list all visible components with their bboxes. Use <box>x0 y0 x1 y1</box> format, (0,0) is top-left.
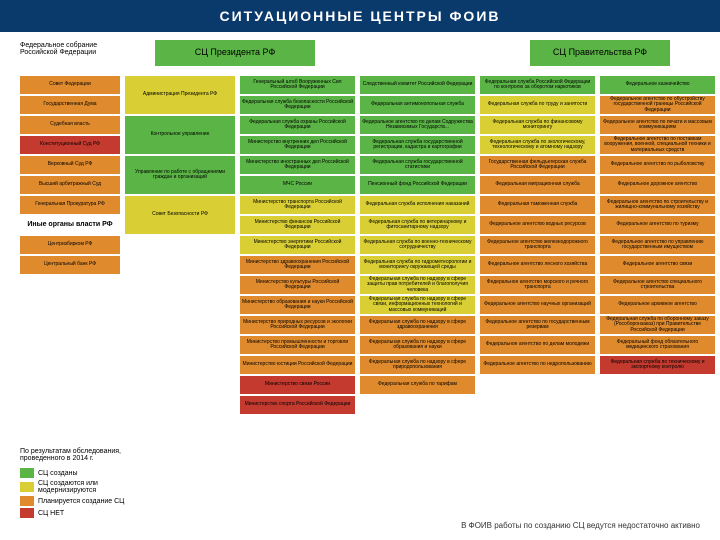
org-cell-col2: Министерство спорта Российской Федерации <box>240 396 355 414</box>
footnote: В ФОИВ работы по созданию СЦ ведутся нед… <box>461 521 700 530</box>
org-cell-col2: Министерство природных ресурсов и эколог… <box>240 316 355 334</box>
org-cell-col1: Управление по работе с обращениями гражд… <box>125 156 235 194</box>
org-cell-col5: Федеральное агентство по поставкам воору… <box>600 136 715 154</box>
org-cell-col2: Министерство здравоохранения Российской … <box>240 256 355 274</box>
legend-row: СЦ создаются или модернизируются <box>20 480 124 494</box>
legend-label: СЦ НЕТ <box>38 510 64 517</box>
org-cell-col3: Федеральная служба по надзору в сфере зд… <box>360 316 475 334</box>
org-cell-col0: Иные органы власти РФ <box>20 216 120 234</box>
org-cell-col3: Федеральная служба по военно-техническом… <box>360 236 475 254</box>
org-cell-col4: Федеральная служба по экологическому, те… <box>480 136 595 154</box>
org-cell-col3: Федеральная антимонопольная служба <box>360 96 475 114</box>
org-cell-col4: Федеральная миграционная служба <box>480 176 595 194</box>
org-cell-col2: Министерство культуры Российской Федерац… <box>240 276 355 294</box>
legend: По результатам обследования, проведенног… <box>20 448 124 520</box>
org-cell-col0: Совет Федерации <box>20 76 120 94</box>
legend-row: Планируется создание СЦ <box>20 496 124 506</box>
legend-row: СЦ созданы <box>20 468 124 478</box>
org-cell-col2: Министерство промышленности и торговли Р… <box>240 336 355 354</box>
org-cell-col2: Министерство финансов Российской Федерац… <box>240 216 355 234</box>
fed-collection-label: Федеральное собрание Российской Федераци… <box>20 42 130 56</box>
org-cell-col0: Центризбирком РФ <box>20 236 120 254</box>
org-cell-col3: Следственный комитет Российской Федераци… <box>360 76 475 94</box>
org-cell-col0: Центральный банк РФ <box>20 256 120 274</box>
org-cell-col5: Федеральное казначейство <box>600 76 715 94</box>
org-cell-col3: Федеральная служба по ветеринарному и фи… <box>360 216 475 234</box>
org-cell-col5: Федеральное агентство по обустройству го… <box>600 96 715 114</box>
org-cell-col5: Федеральное агентство по рыболовству <box>600 156 715 174</box>
org-cell-col4: Государственная фельдъегерская служба Ро… <box>480 156 595 174</box>
legend-swatch <box>20 496 34 506</box>
org-cell-col2: Министерство иностранных дел Российской … <box>240 156 355 174</box>
org-cell-col5: Федеральное дорожное агентство <box>600 176 715 194</box>
org-cell-col2: Генеральный штаб Вооруженных Сил Российс… <box>240 76 355 94</box>
org-cell-col2: Министерство связи России <box>240 376 355 394</box>
legend-label: СЦ создаются или модернизируются <box>38 480 98 494</box>
org-cell-col4: Федеральное агентство железнодорожного т… <box>480 236 595 254</box>
org-cell-col3: Федеральная служба по надзору в сфере св… <box>360 296 475 314</box>
legend-title: По результатам обследования, проведенног… <box>20 448 124 462</box>
org-cell-col3: Федеральная служба по тарифам <box>360 376 475 394</box>
org-cell-col1: Контрольное управление <box>125 116 235 154</box>
org-cell-col4: Федеральное агентство водных ресурсов <box>480 216 595 234</box>
org-cell-col2: Федеральная служба безопасности Российск… <box>240 96 355 114</box>
org-cell-col5: Федеральный фонд обязательного медицинск… <box>600 336 715 354</box>
org-cell-col4: Федеральная служба Российской Федерации … <box>480 76 595 94</box>
org-cell-col5: Федеральное агентство специального строи… <box>600 276 715 294</box>
org-cell-col0: Высший арбитражный Суд <box>20 176 120 194</box>
org-cell-col4: Федеральное агентство морского и речного… <box>480 276 595 294</box>
org-cell-col3: Федеральное агентство по делам Содружест… <box>360 116 475 134</box>
org-cell-col5: Федеральное агентство по печати и массов… <box>600 116 715 134</box>
org-cell-col0: Генеральная Прокуратура РФ <box>20 196 120 214</box>
legend-label: Планируется создание СЦ <box>38 498 124 505</box>
org-cell-col5: Федеральное агентство связи <box>600 256 715 274</box>
org-cell-col5: Федеральное агентство по туризму <box>600 216 715 234</box>
org-cell-col5: Федеральная служба по оборонному заказу … <box>600 316 715 334</box>
org-cell-col5: Федеральное агентство по строительству и… <box>600 196 715 214</box>
org-cell-col4: Федеральное агентство по государственным… <box>480 316 595 334</box>
sc-government: СЦ Правительства РФ <box>530 40 670 66</box>
org-cell-col4: Федеральное агентство по недропользовани… <box>480 356 595 374</box>
org-cell-col0: Государственная Дума <box>20 96 120 114</box>
org-cell-col3: Федеральная служба по надзору в сфере за… <box>360 276 475 294</box>
org-cell-col2: Министерство транспорта Российской Федер… <box>240 196 355 214</box>
page-title: СИТУАЦИОННЫЕ ЦЕНТРЫ ФОИВ <box>0 0 720 32</box>
org-cell-col2: Министерство энергетики Российской Федер… <box>240 236 355 254</box>
org-cell-col3: Федеральная служба по гидрометеорологии … <box>360 256 475 274</box>
legend-swatch <box>20 468 34 478</box>
org-cell-col2: Федеральная служба охраны Российской Фед… <box>240 116 355 134</box>
org-cell-col4: Федеральное агентство по делам молодежи <box>480 336 595 354</box>
org-cell-col0: Конституционный Суд РФ <box>20 136 120 154</box>
org-cell-col5: Федеральная служба по техническому и экс… <box>600 356 715 374</box>
org-cell-col2: Министерство образования и науки Российс… <box>240 296 355 314</box>
org-cell-col1: Администрация Президента РФ <box>125 76 235 114</box>
legend-swatch <box>20 508 34 518</box>
org-cell-col2: Министерство внутренних дел Российской Ф… <box>240 136 355 154</box>
org-cell-col4: Федеральное агентство научных организаци… <box>480 296 595 314</box>
org-cell-col3: Федеральная служба государственной регис… <box>360 136 475 154</box>
org-cell-col4: Федеральная служба по труду и занятости <box>480 96 595 114</box>
org-cell-col5: Федеральное архивное агентство <box>600 296 715 314</box>
org-cell-col1: Совет Безопасности РФ <box>125 196 235 234</box>
org-cell-col3: Федеральная служба исполнения наказаний <box>360 196 475 214</box>
org-cell-col2: МЧС России <box>240 176 355 194</box>
legend-swatch <box>20 482 34 492</box>
org-cell-col4: Федеральная служба по финансовому монито… <box>480 116 595 134</box>
org-cell-col3: Федеральная служба по надзору в сфере об… <box>360 336 475 354</box>
legend-row: СЦ НЕТ <box>20 508 124 518</box>
org-cell-col2: Министерство юстиции Российской Федераци… <box>240 356 355 374</box>
org-cell-col3: Федеральная служба государственной стати… <box>360 156 475 174</box>
org-cell-col0: Верховный Суд РФ <box>20 156 120 174</box>
org-cell-col4: Федеральная таможенная служба <box>480 196 595 214</box>
legend-label: СЦ созданы <box>38 470 78 477</box>
org-cell-col3: Федеральная служба по надзору в сфере пр… <box>360 356 475 374</box>
org-cell-col5: Федеральное агентство по управлению госу… <box>600 236 715 254</box>
sc-president: СЦ Президента РФ <box>155 40 315 66</box>
org-cell-col4: Федеральное агентство лесного хозяйства <box>480 256 595 274</box>
org-cell-col0: Судебная власть <box>20 116 120 134</box>
org-cell-col3: Пенсионный фонд Российской Федерации <box>360 176 475 194</box>
